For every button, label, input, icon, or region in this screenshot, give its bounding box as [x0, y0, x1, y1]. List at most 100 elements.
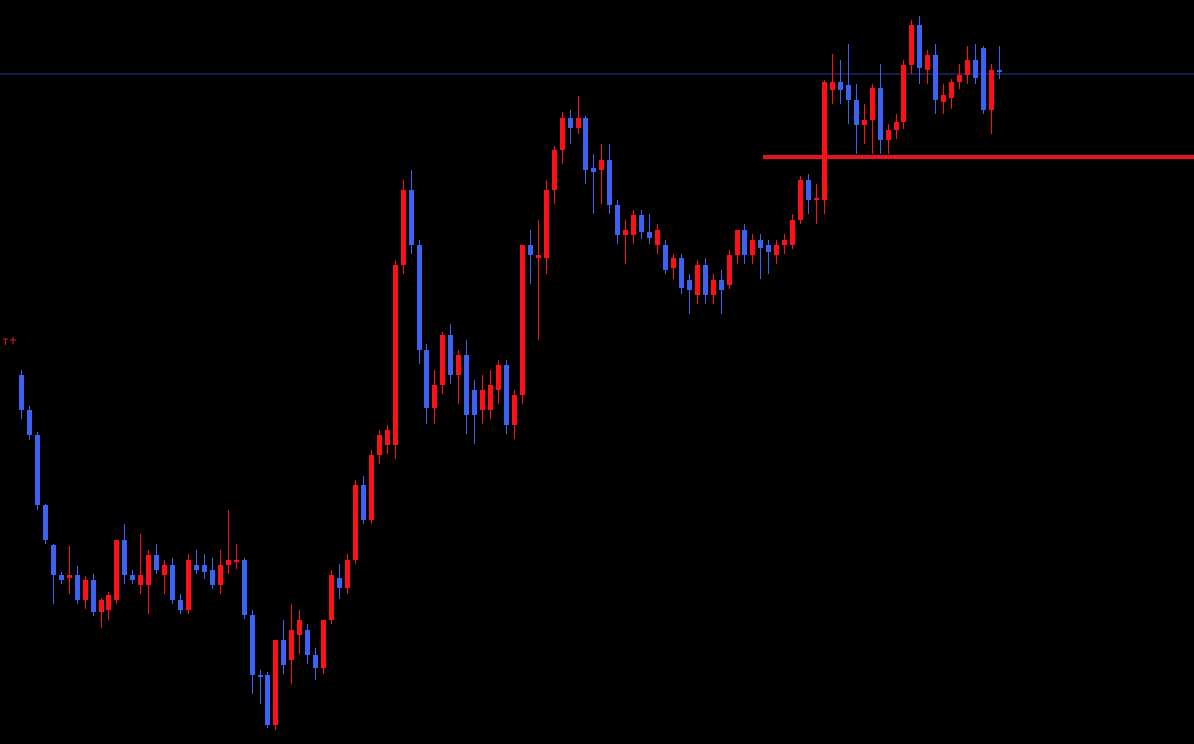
candle-body [878, 88, 883, 140]
candle-body [377, 435, 382, 455]
candle-body [480, 390, 485, 410]
candle-body [520, 245, 525, 395]
candle-body [361, 485, 366, 520]
candle-body [170, 565, 175, 600]
candle-body [35, 435, 40, 505]
candle-body [647, 232, 652, 238]
candle-body [941, 95, 946, 102]
candle-body [162, 565, 167, 575]
candle-body [965, 60, 970, 75]
candle-body [806, 180, 811, 200]
candle-body [695, 265, 700, 295]
candle-body [242, 560, 247, 615]
candle-body [631, 215, 636, 235]
candle-body [727, 255, 732, 285]
candle-body [758, 240, 763, 248]
candle-body [218, 565, 223, 585]
candle-body [154, 555, 159, 570]
candle-body [27, 410, 32, 435]
candle-body [75, 575, 80, 600]
candle-body [846, 85, 851, 100]
candle-body [210, 570, 215, 585]
candle-body [679, 258, 684, 288]
candle-body [265, 675, 270, 725]
candle-body [345, 560, 350, 588]
candle-body [369, 455, 374, 520]
candle-body [432, 385, 437, 408]
candle-body [329, 575, 334, 620]
candle-body [766, 245, 771, 252]
candle-body [798, 180, 803, 220]
candle-body [623, 230, 628, 235]
candle-body [790, 220, 795, 245]
candle-body [106, 595, 111, 610]
candle-body [313, 655, 318, 668]
candle-body [385, 430, 390, 445]
candle-body [703, 265, 708, 295]
candle-body [186, 560, 191, 610]
candle-body [424, 350, 429, 408]
candle-body [599, 160, 604, 170]
candle-body [711, 280, 716, 295]
candle-body [830, 82, 835, 90]
candle-body [544, 190, 549, 258]
candle-body [393, 265, 398, 445]
candle-body [774, 245, 779, 255]
candle-body [909, 25, 914, 65]
candle-body [409, 190, 414, 245]
candle-body [114, 540, 119, 600]
candle-body [576, 118, 581, 128]
candle-body [472, 390, 477, 415]
candle-body [138, 575, 143, 585]
candle-body [583, 118, 588, 170]
candle-body [250, 615, 255, 675]
candle-body [655, 230, 660, 245]
candle-body [862, 120, 867, 125]
candle-body [591, 168, 596, 172]
candle-body [91, 580, 96, 612]
candle-body [504, 365, 509, 425]
candle-body [59, 575, 64, 580]
candle-body [258, 675, 263, 677]
candle-body [552, 150, 557, 190]
candle-body [99, 600, 104, 612]
candle-body [401, 190, 406, 265]
candle-body [488, 385, 493, 410]
candle-body [448, 335, 453, 375]
candle-body [528, 245, 533, 255]
candle-body [925, 55, 930, 70]
candle-body [456, 355, 461, 375]
candle-body [305, 630, 310, 655]
candle-body [353, 485, 358, 560]
candle-body [671, 258, 676, 268]
indicator-marker [3, 337, 16, 345]
candle-body [417, 245, 422, 350]
candle-body [560, 118, 565, 150]
candle-body [122, 540, 127, 575]
candle-body [234, 560, 239, 562]
candle-body [130, 575, 135, 580]
candle-body [51, 545, 56, 575]
candle-body [997, 70, 1002, 72]
candle-body [735, 230, 740, 255]
candle-body [957, 75, 962, 82]
candle-body [719, 280, 724, 290]
candle-body [894, 122, 899, 130]
candle-body [43, 505, 48, 540]
candle-body [281, 640, 286, 665]
candle-body [536, 255, 541, 258]
candle-body [663, 245, 668, 270]
candle-body [194, 565, 199, 570]
candle-body [607, 160, 612, 205]
candle-body [854, 100, 859, 125]
candle-body [146, 555, 151, 585]
candle-body [289, 630, 294, 660]
candle-body [742, 230, 747, 255]
candle-body [178, 600, 183, 610]
candle-body [226, 560, 231, 565]
candle-body [273, 640, 278, 725]
candle-body [949, 82, 954, 98]
